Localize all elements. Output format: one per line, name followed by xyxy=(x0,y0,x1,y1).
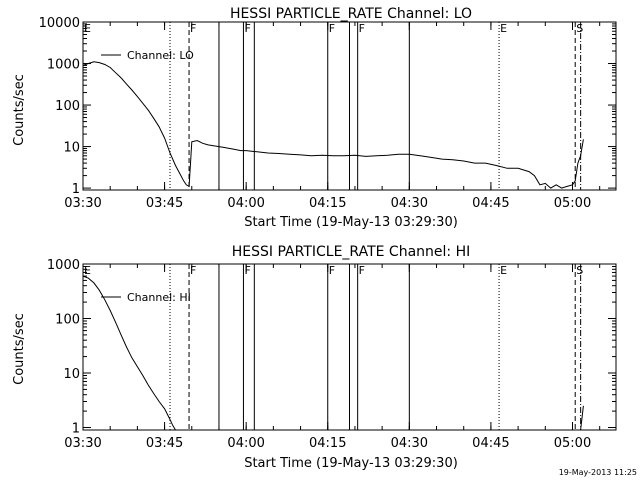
y-tick-label: 1000 xyxy=(47,58,80,73)
y-axis-label: Counts/sec xyxy=(12,74,27,146)
plot-area: 03:30 03:45 04:00 04:15 04:30 04:45 05:00 1 10 10… xyxy=(39,16,617,211)
x-tick-label: 03:30 xyxy=(64,436,101,451)
y-tick-label: 1 xyxy=(72,422,80,437)
y-tick-label: 10000 xyxy=(39,16,80,31)
x-tick-label: 04:15 xyxy=(309,196,346,211)
x-tick-label: 04:45 xyxy=(472,436,509,451)
event-marker-label: F xyxy=(190,22,196,35)
event-marker-label: F xyxy=(359,22,365,35)
chart-panel-lo: HESSI PARTICLE_RATE Channel: LO Start Ti… xyxy=(12,6,617,230)
footer-timestamp: 19-May-2013 11:25 xyxy=(559,468,637,477)
x-tick-label: 03:45 xyxy=(146,436,183,451)
x-tick-label: 04:15 xyxy=(309,436,346,451)
y-tick-label: 100 xyxy=(55,99,80,114)
legend-label: Channel: LO xyxy=(127,49,194,62)
chart-title: HESSI PARTICLE_RATE Channel: HI xyxy=(232,244,470,260)
x-axis-label: Start Time (19-May-13 03:29:30) xyxy=(244,456,458,471)
chart-title: HESSI PARTICLE_RATE Channel: LO xyxy=(230,6,472,22)
event-marker-label: S xyxy=(576,22,583,35)
y-tick-label: 1000 xyxy=(47,258,80,273)
x-axis-label: Start Time (19-May-13 03:29:30) xyxy=(244,215,458,230)
y-tick-label: 100 xyxy=(55,313,80,328)
y-tick-label: 10 xyxy=(63,367,80,382)
x-tick-label: 03:45 xyxy=(146,196,183,211)
event-marker-label: E xyxy=(84,22,91,35)
series-line xyxy=(82,275,584,431)
event-marker-label: F xyxy=(329,22,335,35)
legend-label: Channel: HI xyxy=(127,291,191,304)
event-marker-label: F xyxy=(359,264,365,277)
event-marker-label: E xyxy=(500,22,507,35)
y-tick-label: 1 xyxy=(72,182,80,197)
x-tick-label: 04:00 xyxy=(227,436,264,451)
x-tick-label: 04:30 xyxy=(391,196,428,211)
event-marker-label: F xyxy=(190,264,196,277)
x-tick-label: 04:45 xyxy=(472,196,509,211)
event-marker-label: F xyxy=(329,264,335,277)
chart-panel-hi: HESSI PARTICLE_RATE Channel: HI Start Ti… xyxy=(12,244,617,471)
event-marker-label: F xyxy=(244,22,250,35)
x-tick-label: 04:00 xyxy=(227,196,264,211)
plot-area: 03:30 03:45 04:00 04:15 04:30 04:45 05:00 1 10 10… xyxy=(47,258,617,451)
event-marker-label: E xyxy=(500,264,507,277)
y-axis-label: Counts/sec xyxy=(12,313,27,385)
x-tick-label: 05:00 xyxy=(554,196,591,211)
event-marker-label: E xyxy=(84,264,91,277)
series-line xyxy=(82,61,584,189)
event-marker-label: S xyxy=(576,264,583,277)
y-tick-label: 10 xyxy=(63,141,80,156)
event-marker-label: F xyxy=(244,264,250,277)
x-tick-label: 04:30 xyxy=(391,436,428,451)
x-tick-label: 03:30 xyxy=(64,196,101,211)
x-tick-label: 05:00 xyxy=(554,436,591,451)
